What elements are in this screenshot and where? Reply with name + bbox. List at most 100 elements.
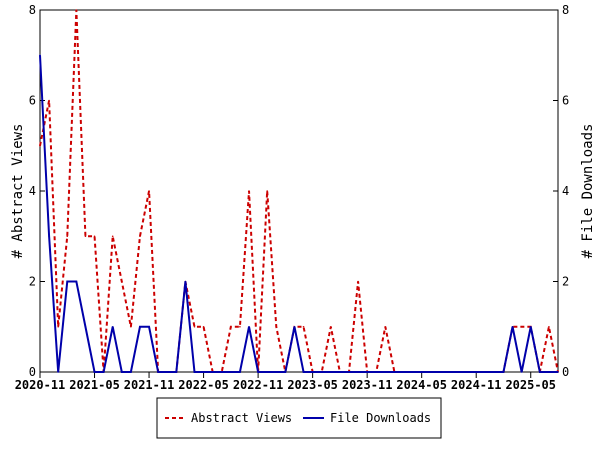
data-point-file-downloads (139, 325, 141, 328)
x-tick-label: 2022-11 (233, 378, 284, 392)
data-point-abstract-views (239, 325, 241, 328)
data-point-file-downloads (520, 371, 523, 373)
data-point-abstract-views (130, 325, 132, 328)
data-point-file-downloads (39, 54, 41, 57)
data-point-abstract-views (548, 325, 550, 328)
x-tick-label: 2024-11 (451, 378, 502, 392)
data-point-file-downloads (348, 371, 350, 373)
data-point-file-downloads (375, 371, 378, 373)
data-point-abstract-views (193, 325, 196, 328)
y-axis-label-left: # Abstract Views (10, 124, 26, 259)
series-layer (39, 9, 559, 373)
x-tick-label: 2023-11 (342, 378, 393, 392)
data-point-abstract-views (230, 325, 232, 328)
data-point-file-downloads (102, 371, 105, 373)
data-point-file-downloads (202, 371, 205, 373)
data-point-file-downloads (466, 371, 468, 373)
axis-ticks: 0 2 4 6 8 0 2 4 6 8 2020-11 2021-05 2021-11 2022-05 20… (15, 3, 570, 392)
x-tick-label: 2020-11 (15, 378, 66, 392)
data-point-file-downloads (266, 371, 268, 373)
data-point-abstract-views (111, 235, 114, 238)
data-point-abstract-views (384, 325, 387, 328)
data-point-file-downloads (320, 371, 323, 373)
data-point-abstract-views (248, 190, 250, 192)
series-line-file-downloads (39, 55, 558, 373)
data-point-file-downloads (257, 371, 259, 373)
data-point-abstract-views (275, 325, 278, 328)
data-point-file-downloads (393, 371, 396, 373)
data-point-file-downloads (366, 371, 368, 373)
data-point-abstract-views (39, 144, 41, 147)
x-tick-label: 2022-05 (178, 378, 229, 392)
data-point-file-downloads (148, 325, 150, 328)
legend-box (156, 397, 442, 439)
legend: Abstract Views File Downloads (156, 397, 442, 439)
data-point-file-downloads (293, 325, 296, 328)
data-point-file-downloads (120, 371, 123, 373)
x-tick-label: 2021-05 (69, 378, 120, 392)
data-point-file-downloads (493, 371, 496, 373)
data-point-file-downloads (48, 235, 50, 238)
data-point-file-downloads (84, 325, 87, 328)
y-tick-label-right: 6 (562, 94, 569, 108)
data-point-file-downloads (75, 280, 78, 283)
legend-label-file-downloads: File Downloads (330, 411, 431, 425)
data-point-file-downloads (248, 325, 250, 328)
data-point-file-downloads (448, 371, 450, 373)
data-point-abstract-views (266, 190, 268, 192)
y-tick-label-right: 4 (562, 184, 569, 198)
data-point-file-downloads (511, 325, 514, 328)
data-point-file-downloads (557, 371, 559, 373)
data-point-file-downloads (239, 371, 241, 373)
data-point-file-downloads (166, 371, 169, 373)
data-point-file-downloads (429, 371, 432, 373)
x-tick-label: 2025-05 (505, 378, 556, 392)
y-tick-label-right: 2 (562, 275, 569, 289)
x-tick-label: 2024-05 (396, 378, 447, 392)
data-point-file-downloads (339, 371, 341, 373)
data-point-abstract-views (93, 235, 96, 238)
data-point-file-downloads (193, 371, 196, 373)
data-point-abstract-views (66, 235, 69, 238)
data-point-file-downloads (175, 371, 178, 373)
data-point-file-downloads (184, 280, 187, 283)
data-point-file-downloads (330, 371, 332, 373)
data-point-file-downloads (475, 371, 478, 373)
data-point-abstract-views (202, 325, 205, 328)
y-axis-label-right: # File Downloads (580, 124, 596, 259)
y-tick-label-left: 4 (29, 184, 36, 198)
data-point-file-downloads (484, 371, 487, 373)
legend-label-abstract-views: Abstract Views (191, 411, 292, 425)
data-point-file-downloads (130, 371, 132, 373)
data-point-file-downloads (548, 371, 550, 373)
data-point-abstract-views (139, 235, 141, 238)
data-point-file-downloads (457, 371, 459, 373)
data-point-abstract-views (120, 280, 123, 283)
data-point-file-downloads (211, 371, 214, 373)
y-tick-label-left: 6 (29, 94, 36, 108)
data-point-file-downloads (111, 325, 114, 328)
data-point-file-downloads (420, 371, 423, 373)
data-point-file-downloads (439, 371, 441, 373)
y-tick-label-left: 2 (29, 275, 36, 289)
data-point-file-downloads (311, 371, 314, 373)
data-point-abstract-views (148, 190, 150, 192)
data-point-file-downloads (502, 371, 505, 373)
data-point-file-downloads (275, 371, 278, 373)
data-point-file-downloads (220, 371, 223, 373)
data-point-file-downloads (384, 371, 387, 373)
y-tick-label-right: 8 (562, 3, 569, 17)
data-point-file-downloads (230, 371, 232, 373)
data-point-file-downloads (93, 371, 96, 373)
data-point-file-downloads (57, 371, 59, 373)
y-tick-label-right: 0 (562, 365, 569, 379)
data-point-file-downloads (402, 371, 405, 373)
x-tick-label: 2023-05 (287, 378, 338, 392)
data-point-abstract-views (520, 325, 523, 328)
y-tick-label-left: 0 (29, 365, 36, 379)
data-point-file-downloads (411, 371, 414, 373)
data-point-file-downloads (284, 371, 287, 373)
y-tick-label-left: 8 (29, 3, 36, 17)
data-point-abstract-views (330, 325, 332, 328)
